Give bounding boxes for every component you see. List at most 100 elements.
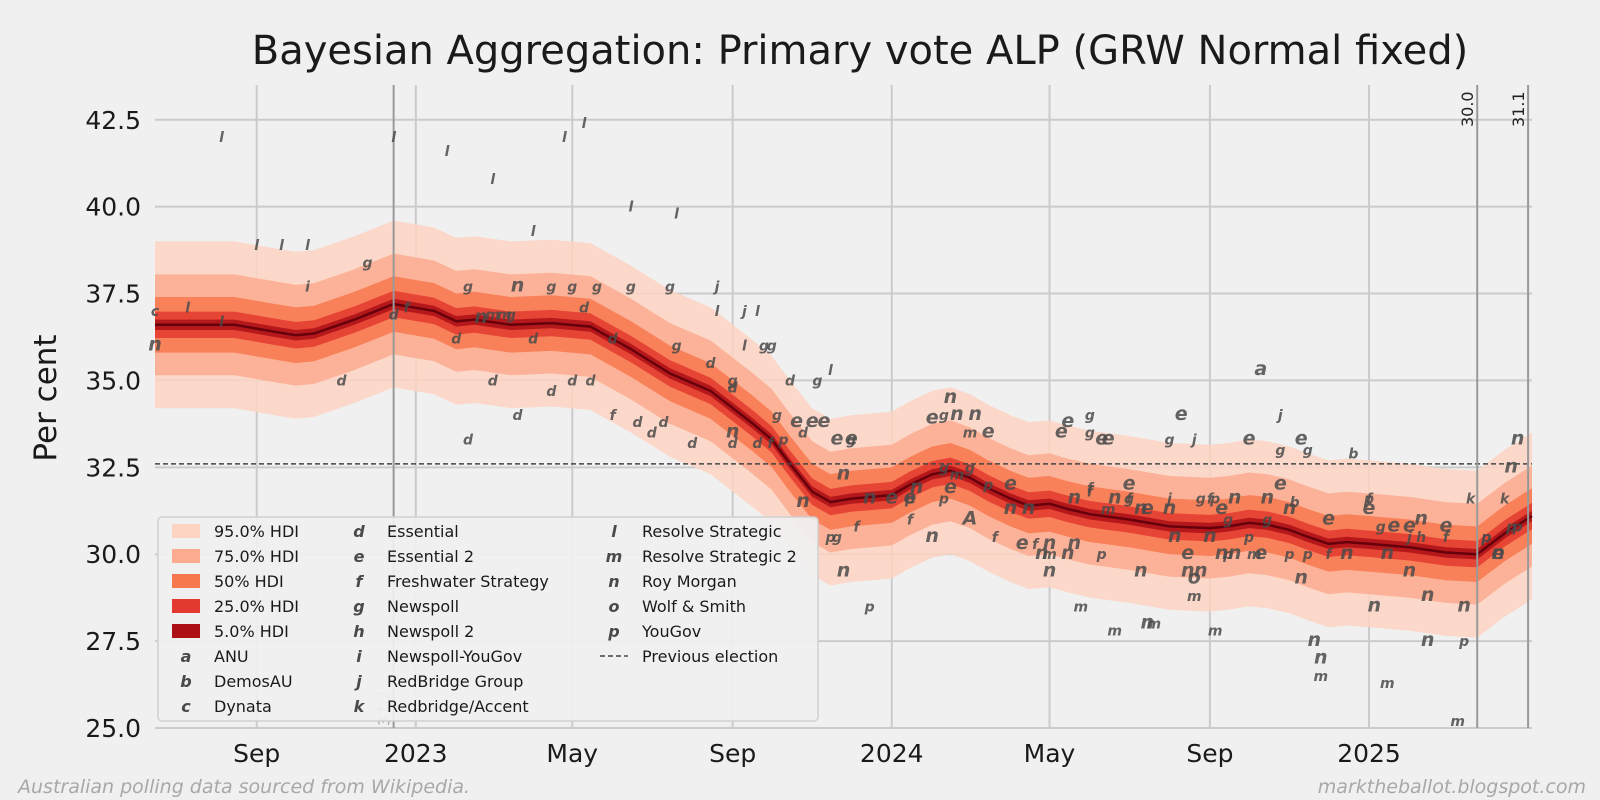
poll-marker: g xyxy=(546,280,556,296)
legend-label: RedBridge Group xyxy=(387,672,523,691)
poll-marker: m xyxy=(1074,599,1089,615)
poll-marker: e xyxy=(1181,542,1194,564)
poll-marker: d xyxy=(488,373,499,389)
poll-marker: p xyxy=(1243,530,1254,546)
y-tick-label: 27.5 xyxy=(85,627,141,656)
poll-marker: p xyxy=(1363,492,1374,508)
legend-label: 5.0% HDI xyxy=(214,622,289,641)
legend-marker: m xyxy=(606,547,623,566)
poll-marker: f xyxy=(1207,492,1215,508)
poll-marker: g xyxy=(812,373,822,389)
chart-title: Bayesian Aggregation: Primary vote ALP (… xyxy=(252,28,1468,74)
poll-marker: g xyxy=(1223,512,1233,528)
poll-marker: d xyxy=(705,356,716,372)
poll-marker: n xyxy=(1061,542,1075,564)
poll-marker: m xyxy=(1313,669,1328,685)
poll-marker: n xyxy=(1228,487,1242,509)
poll-marker: p xyxy=(1209,492,1220,508)
poll-marker: n xyxy=(1228,542,1242,564)
poll-marker: l xyxy=(254,238,259,254)
x-tick-label: May xyxy=(546,739,598,768)
x-tick-label: Sep xyxy=(233,739,280,768)
legend-label: DemosAU xyxy=(214,672,293,691)
poll-marker: g xyxy=(1124,492,1134,508)
poll-marker: g xyxy=(1275,443,1285,459)
poll-marker: e xyxy=(790,410,803,432)
poll-marker: d xyxy=(451,332,462,348)
poll-marker: e xyxy=(885,487,898,509)
poll-marker: f xyxy=(1366,492,1374,508)
poll-marker: b xyxy=(1290,495,1300,511)
poll-marker: e xyxy=(845,428,858,450)
poll-marker: d xyxy=(647,426,658,442)
poll-marker: j xyxy=(1276,408,1283,424)
poll-marker: p xyxy=(1302,547,1313,563)
poll-marker: o xyxy=(1188,567,1201,589)
x-tick-label: 2024 xyxy=(860,739,924,768)
legend-label: ANU xyxy=(214,647,249,666)
poll-marker: g xyxy=(363,255,373,271)
y-tick-label: 37.5 xyxy=(85,280,141,309)
poll-marker: e xyxy=(1055,421,1068,443)
poll-marker: m xyxy=(1107,624,1122,640)
poll-marker: g xyxy=(759,339,769,355)
poll-marker: n xyxy=(1504,455,1518,477)
legend-marker: f xyxy=(356,572,365,591)
legend-marker: b xyxy=(180,672,191,691)
poll-marker: n xyxy=(1134,560,1148,582)
poll-marker: c xyxy=(151,304,160,320)
poll-marker: g xyxy=(506,307,516,323)
poll-marker: n xyxy=(1380,542,1394,564)
poll-marker: p xyxy=(1480,530,1491,546)
poll-marker: g xyxy=(767,339,777,355)
poll-marker: l xyxy=(828,363,833,379)
annotation-label: 31.1 xyxy=(1509,91,1528,127)
poll-marker: l xyxy=(490,172,495,188)
poll-marker: p xyxy=(982,478,993,494)
attribution: marktheballot.blogspot.com xyxy=(1317,776,1586,798)
x-tick-label: May xyxy=(1024,739,1076,768)
poll-marker: n xyxy=(1022,497,1036,519)
poll-marker: a xyxy=(1254,358,1267,380)
poll-marker: n xyxy=(910,476,924,498)
poll-marker: i xyxy=(305,280,310,296)
poll-marker: g xyxy=(1164,433,1174,449)
poll-marker: g xyxy=(672,339,682,355)
poll-marker: n xyxy=(1261,487,1275,509)
poll-marker: n xyxy=(837,462,851,484)
poll-marker: e xyxy=(1175,403,1188,425)
poll-marker: e xyxy=(1215,497,1228,519)
hdi-bands xyxy=(155,220,1533,638)
legend-marker: p xyxy=(607,622,619,641)
poll-marker: n xyxy=(925,525,939,547)
x-tick-label: 2023 xyxy=(384,739,448,768)
y-tick-label: 30.0 xyxy=(85,540,141,569)
poll-marker: n xyxy=(1283,497,1297,519)
poll-marker: n xyxy=(1367,594,1381,616)
x-tick-label: 2025 xyxy=(1337,739,1401,768)
poll-marker: e xyxy=(1492,542,1505,564)
poll-marker: e xyxy=(1274,473,1287,495)
poll-marker: e xyxy=(1254,542,1267,564)
poll-marker: n xyxy=(1004,497,1018,519)
poll-marker: p xyxy=(1283,547,1294,563)
poll-marker: e xyxy=(1387,514,1400,536)
poll-marker: p xyxy=(1222,547,1233,563)
poll-marker: e xyxy=(1295,428,1308,450)
poll-marker: n xyxy=(1491,542,1505,564)
poll-marker: b xyxy=(1348,446,1358,462)
poll-marker: j xyxy=(740,304,747,320)
poll-marker: g xyxy=(463,280,473,296)
poll-marker: n xyxy=(1314,646,1328,668)
poll-marker: d xyxy=(608,332,619,348)
axes: 25.0 27.5 30.0 32.5 35.0 37.5 40.0 42.5 Sep 2023 M… xyxy=(85,106,1400,768)
poll-marker: g xyxy=(728,373,738,389)
poll-marker: g xyxy=(665,280,675,296)
poll-marker: n xyxy=(1141,612,1155,634)
poll-marker: n xyxy=(1194,560,1208,582)
poll-marker: k xyxy=(1500,492,1511,508)
poll-marker: d xyxy=(586,373,597,389)
poll-marker: f xyxy=(1032,537,1040,553)
poll-marker: l xyxy=(742,339,747,355)
y-tick-label: 25.0 xyxy=(85,714,141,743)
